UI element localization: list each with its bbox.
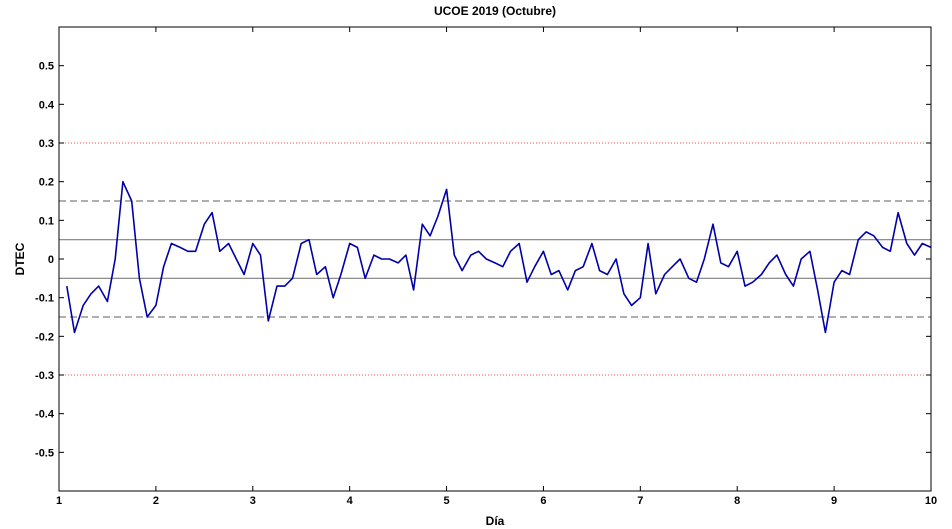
x-tick-label: 4 <box>347 495 354 507</box>
y-tick-label: -0.3 <box>35 370 54 382</box>
x-tick-label: 5 <box>443 495 449 507</box>
y-tick-label: 0.1 <box>39 215 54 227</box>
x-tick-label: 6 <box>540 495 546 507</box>
x-tick-label: 10 <box>925 495 937 507</box>
x-tick-label: 7 <box>637 495 643 507</box>
x-tick-label: 2 <box>153 495 159 507</box>
y-tick-label: -0.2 <box>35 331 54 343</box>
y-tick-label: -0.4 <box>35 409 55 421</box>
y-tick-label: -0.5 <box>35 447 54 459</box>
y-tick-label: 0.4 <box>39 99 55 111</box>
y-axis: 0.5 0.4 0.3 0.2 0.1 0 -0.1 -0.2 -0.3 -0.4 -0.5 <box>35 61 931 459</box>
y-tick-label: 0.5 <box>39 61 54 73</box>
series-line <box>66 180 932 334</box>
x-tick-label: 8 <box>734 495 740 507</box>
x-axis: 1 2 3 4 5 6 7 8 9 10 <box>56 27 937 507</box>
y-tick-label: 0.2 <box>39 177 54 189</box>
y-tick-label: -0.1 <box>35 293 54 305</box>
chart-title: UCOE 2019 (Octubre) <box>434 4 556 18</box>
x-tick-label: 3 <box>250 495 256 507</box>
reference-lines <box>59 142 931 376</box>
x-tick-label: 1 <box>56 495 62 507</box>
y-tick-label: 0 <box>48 254 54 266</box>
y-axis-label: DTEC <box>13 242 27 275</box>
x-tick-label: 9 <box>831 495 837 507</box>
x-axis-label: Día <box>486 514 505 528</box>
series-group <box>66 180 932 334</box>
y-tick-label: 0.3 <box>39 138 54 150</box>
